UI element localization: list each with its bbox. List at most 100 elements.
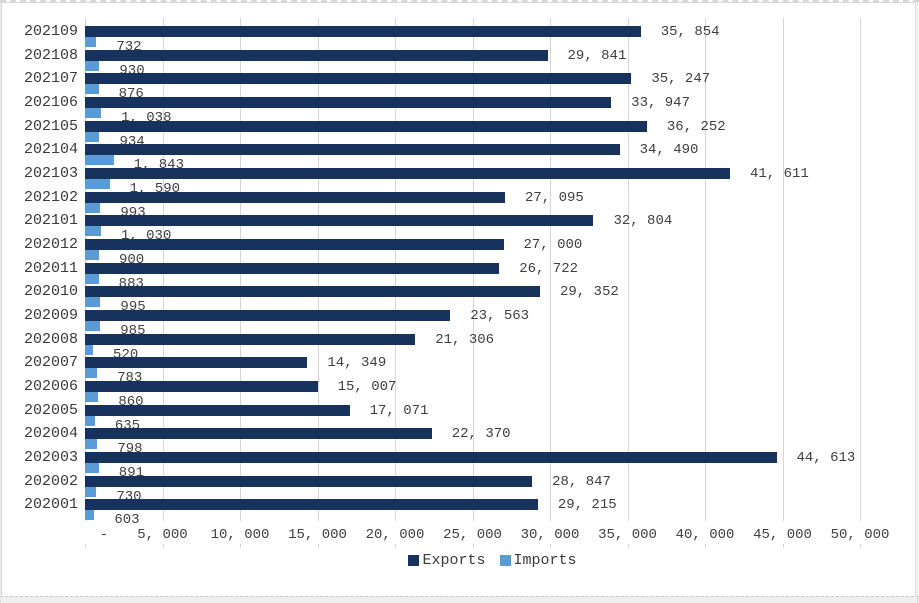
category-label: 202011: [23, 259, 78, 277]
imports-bar[interactable]: [85, 415, 95, 426]
exports-bar[interactable]: [85, 404, 350, 416]
imports-bar[interactable]: [85, 463, 99, 474]
imports-bar[interactable]: [85, 368, 98, 379]
category-label: 202007: [23, 354, 78, 372]
exports-bar[interactable]: [85, 475, 533, 487]
exports-bar[interactable]: [85, 286, 540, 298]
gridline: [782, 18, 784, 521]
exports-value-label: 29, 352: [559, 284, 619, 301]
exports-bar[interactable]: [85, 381, 318, 393]
exports-value-label: 21, 306: [435, 331, 495, 348]
imports-bar[interactable]: [85, 250, 99, 261]
imports-bar[interactable]: [85, 439, 98, 450]
exports-bar[interactable]: [85, 428, 432, 440]
exports-bar[interactable]: [85, 499, 538, 511]
category-label: 202107: [23, 70, 78, 88]
axis-tick-mark: [860, 544, 861, 548]
exports-bar[interactable]: [85, 310, 451, 322]
imports-bar[interactable]: [85, 155, 114, 166]
exports-bar[interactable]: [85, 215, 594, 227]
imports-bar[interactable]: [85, 273, 99, 284]
axis-tick-mark: [627, 544, 629, 548]
exports-bar[interactable]: [85, 73, 632, 85]
exports-bar[interactable]: [85, 262, 500, 274]
axis-tick-mark: [162, 544, 164, 548]
exports-bar[interactable]: [85, 120, 647, 132]
exports-bar[interactable]: [85, 191, 505, 203]
exports-bar[interactable]: [85, 333, 416, 345]
gridline: [627, 18, 629, 521]
x-axis-tick-label: 10, 000: [210, 527, 270, 543]
exports-value-label: 23, 563: [470, 308, 530, 325]
legend-item-exports[interactable]: Exports: [408, 551, 486, 569]
imports-bar[interactable]: [85, 344, 94, 355]
exports-bar[interactable]: [85, 168, 730, 180]
category-label: 202108: [23, 46, 78, 64]
exports-bar[interactable]: [85, 452, 777, 464]
category-label: 202106: [23, 94, 78, 111]
imports-bar[interactable]: [85, 321, 101, 332]
exports-value-label: 22, 370: [451, 426, 511, 443]
axis-tick-mark: [395, 544, 396, 548]
gridline: [550, 18, 551, 521]
imports-bar[interactable]: [85, 486, 97, 497]
category-label: 202104: [23, 141, 78, 159]
imports-bar[interactable]: [85, 37, 97, 47]
page-break-left-line: [0, 0, 1, 603]
x-axis-tick-label: 45, 000: [753, 527, 812, 543]
imports-bar[interactable]: [85, 510, 95, 521]
category-label: 202109: [23, 23, 78, 40]
exports-bar[interactable]: [85, 49, 548, 61]
imports-bar[interactable]: [85, 202, 101, 213]
category-label: 202001: [23, 496, 78, 514]
exports-value-label: 29, 215: [557, 497, 617, 514]
x-axis-tick-label: 15, 000: [288, 527, 347, 543]
category-label: 202105: [23, 117, 78, 135]
axis-tick-mark: [240, 544, 241, 548]
imports-bar[interactable]: [85, 297, 101, 308]
category-label: 202005: [23, 401, 78, 419]
legend-label-exports: Exports: [422, 551, 486, 569]
imports-bar[interactable]: [85, 108, 102, 118]
x-axis-tick-label: 5, 000: [137, 527, 188, 543]
page-break-bottom-line: [0, 596, 919, 603]
category-label: 202010: [23, 283, 78, 301]
exports-bar[interactable]: [85, 144, 620, 156]
category-label: 202101: [23, 212, 78, 230]
exports-value-label: 14, 349: [327, 355, 387, 372]
exports-bar[interactable]: [85, 239, 504, 251]
imports-bar[interactable]: [85, 226, 101, 237]
exports-value-label: 34, 490: [639, 142, 699, 159]
exports-value-label: 33, 947: [631, 95, 690, 111]
x-axis-tick-label: 50, 000: [830, 527, 890, 543]
legend-item-imports[interactable]: Imports: [499, 552, 577, 569]
x-axis-tick-label: 35, 000: [598, 527, 657, 543]
x-axis-tick-label: 20, 000: [365, 527, 425, 543]
gridline: [860, 18, 861, 521]
imports-bar[interactable]: [85, 131, 100, 142]
x-axis-tick-label: 30, 000: [520, 527, 580, 543]
exports-value-label: 44, 613: [796, 450, 856, 467]
category-label: 202008: [23, 330, 78, 348]
imports-bar[interactable]: [85, 60, 100, 71]
axis-tick-mark: [705, 544, 706, 548]
legend-swatch-imports: [499, 554, 511, 566]
imports-bar[interactable]: [85, 84, 99, 95]
imports-bar[interactable]: [85, 179, 110, 190]
imports-bar[interactable]: [85, 392, 99, 403]
exports-bar[interactable]: [85, 97, 612, 108]
axis-tick-mark: [782, 544, 784, 548]
exports-value-label: 17, 071: [369, 402, 429, 419]
page-break-right-line: [917, 0, 918, 603]
axis-tick-mark: [85, 544, 86, 548]
x-axis-tick-label: -: [99, 527, 109, 543]
exports-value-label: 41, 611: [749, 166, 809, 183]
x-axis-tick-label: 40, 000: [675, 527, 735, 543]
exports-value-label: 27, 000: [523, 237, 583, 254]
x-axis-tick-label: 25, 000: [443, 527, 502, 543]
exports-bar[interactable]: [85, 26, 641, 37]
exports-bar[interactable]: [85, 357, 308, 369]
legend-swatch-exports: [408, 554, 420, 566]
category-label: 202006: [23, 378, 78, 396]
